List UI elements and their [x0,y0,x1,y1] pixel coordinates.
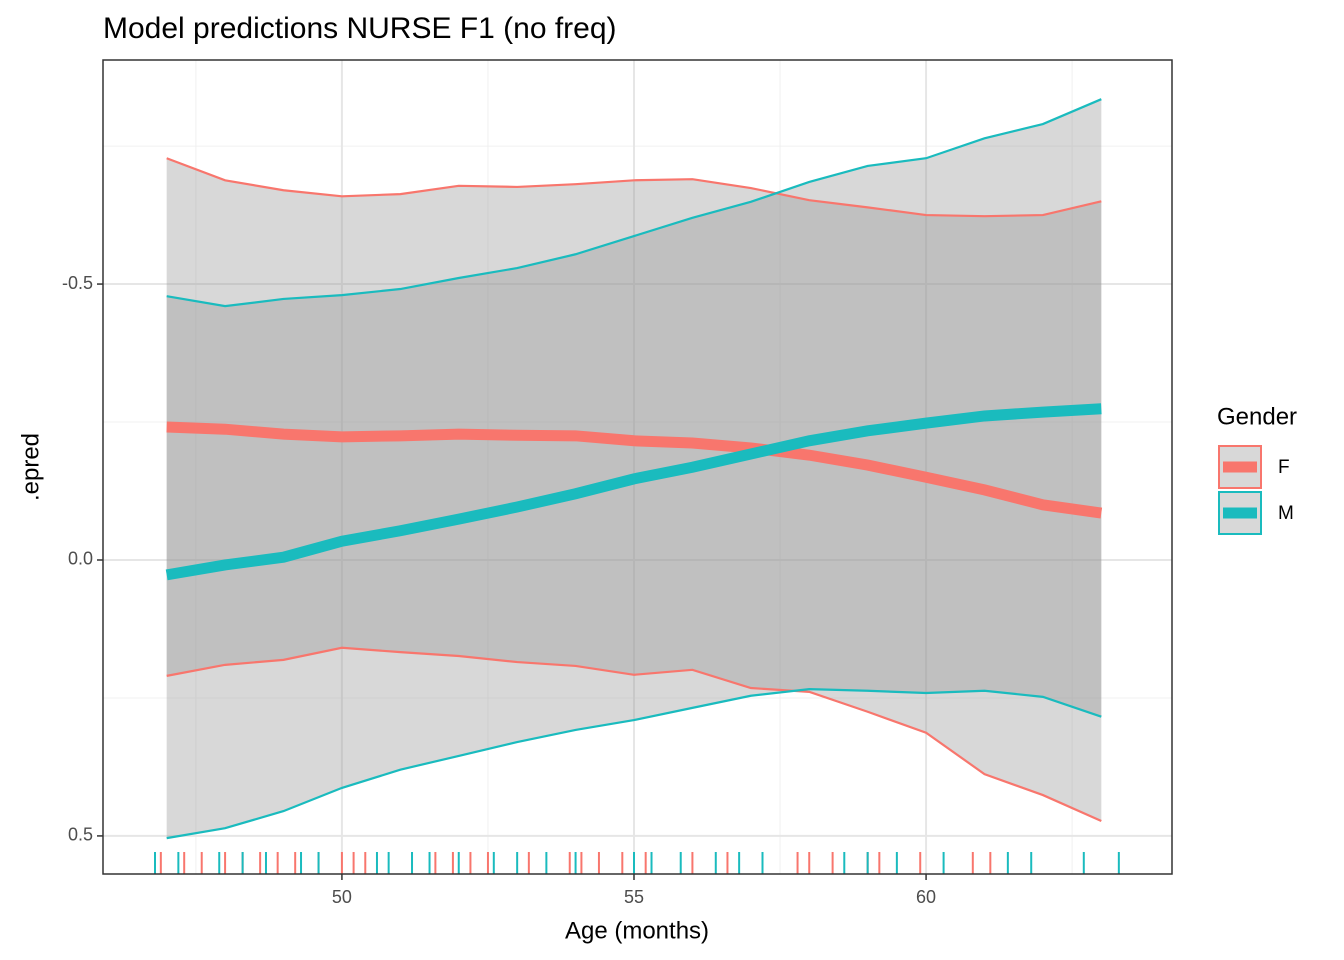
ribbon-edge [166,688,1102,840]
ribbon-edge [166,98,1102,308]
legend-title: Gender [1217,403,1297,430]
y-axis-label: .epred [17,433,44,501]
x-tick-label: 50 [332,887,352,907]
ribbon-edge [166,646,1102,823]
ribbon [166,99,1102,839]
chart-title: Model predictions NURSE F1 (no freq) [103,12,617,45]
line [165,403,1102,581]
ribbon-edge [166,157,1102,218]
x-tick-label: 60 [916,887,936,907]
x-axis-label: Age (months) [565,917,709,944]
legend-label: M [1278,503,1294,524]
x-tick-label: 55 [624,887,644,907]
legend-label: F [1278,457,1290,478]
y-tick-label: 0.0 [68,549,93,569]
y-tick-label: 0.5 [68,825,93,845]
y-tick-label: -0.5 [62,273,93,293]
panel-border [102,59,1173,875]
line [166,421,1103,519]
ribbon [166,158,1102,822]
